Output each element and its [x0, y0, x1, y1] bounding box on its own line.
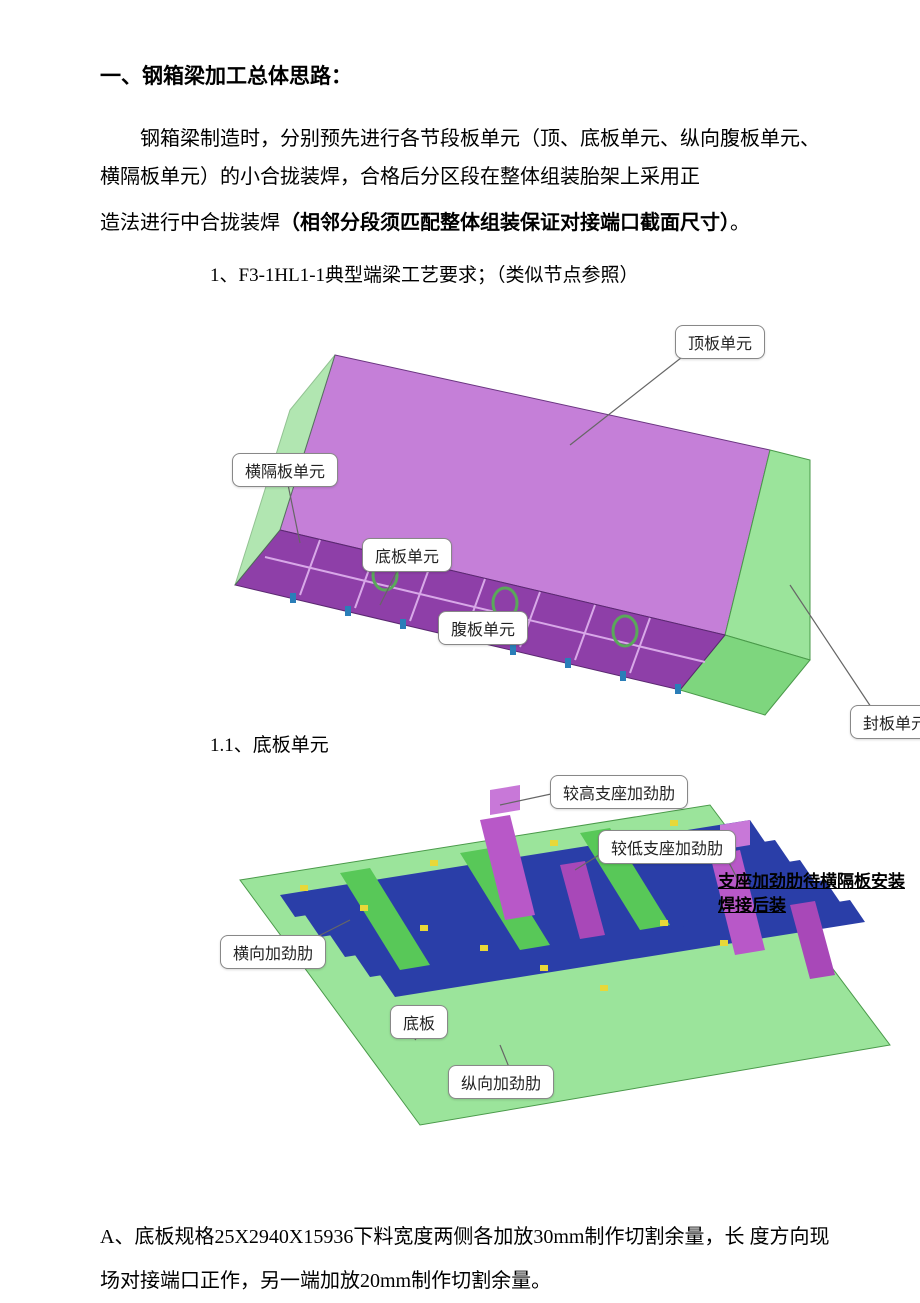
figure-2-svg: [150, 765, 910, 1185]
subheading-1: 1、F3-1HL1-1典型端梁工艺要求；（类似节点参照）: [210, 260, 830, 287]
label-seal-plate: 封板单元: [850, 705, 920, 739]
paragraph-a: A、底板规格25X2940X15936下料宽度两侧各加放30mm制作切割余量，长…: [100, 1215, 830, 1303]
label-diaphragm: 横隔板单元: [232, 453, 338, 487]
label-web-plate: 腹板单元: [438, 611, 528, 645]
label-bottom: 底板: [390, 1005, 448, 1039]
figure-1-svg: [170, 295, 890, 735]
label-low-stiffener: 较低支座加劲肋: [598, 830, 736, 864]
label-stiffener-note: 支座加劲肋待横隔板安装 焊接后装: [718, 870, 918, 918]
label-trans-stiffener: 横向加劲肋: [220, 935, 326, 969]
label-high-stiffener: 较高支座加劲肋: [550, 775, 688, 809]
figure-2: 较高支座加劲肋 较低支座加劲肋 支座加劲肋待横隔板安装 焊接后装 横向加劲肋 底…: [150, 765, 910, 1185]
paragraph-1b: 造法进行中合拢装焊（相邻分段须匹配整体组装保证对接端口截面尺寸）。: [100, 204, 830, 242]
para1b-prefix: 造法进行中合拢装焊: [100, 212, 280, 234]
label-top-plate: 顶板单元: [675, 325, 765, 359]
label-bottom-plate: 底板单元: [362, 538, 452, 572]
label-long-stiffener: 纵向加劲肋: [448, 1065, 554, 1099]
para1b-bold: （相邻分段须匹配整体组装保证对接端口截面尺寸）: [280, 212, 730, 234]
figure-1: 顶板单元 横隔板单元 底板单元 腹板单元 封板单元: [170, 295, 890, 735]
note-line2: 焊接后装: [718, 896, 786, 915]
paragraph-1a: 钢箱梁制造时，分别预先进行各节段板单元（顶、底板单元、纵向腹板单元、横隔板单元）…: [100, 120, 830, 196]
note-line1: 支座加劲肋待横隔板安装: [718, 872, 905, 891]
para1b-suffix: 。: [730, 212, 750, 234]
section-heading: 一、钢箱梁加工总体思路：: [100, 60, 830, 90]
